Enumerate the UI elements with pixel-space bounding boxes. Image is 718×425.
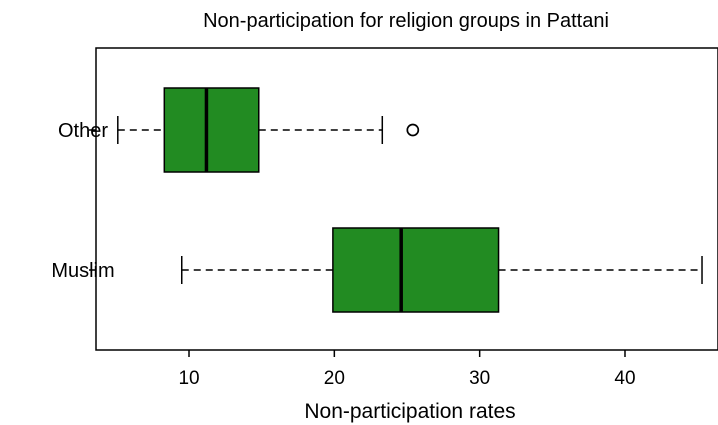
x-axis: 10 20 30 40 bbox=[178, 350, 636, 389]
plot-frame bbox=[95, 47, 718, 351]
y-tick-label-other: Other bbox=[58, 120, 108, 142]
x-tick-label-30: 30 bbox=[469, 368, 490, 389]
x-tick-label-40: 40 bbox=[614, 368, 635, 389]
box-other bbox=[163, 87, 260, 173]
x-tick-label-20: 20 bbox=[324, 368, 345, 389]
x-axis-label: Non-participation rates bbox=[304, 400, 515, 423]
box-muslim bbox=[332, 227, 500, 313]
y-axis: Other Muslim bbox=[51, 120, 114, 282]
chart-title: Non-participation for religion groups in… bbox=[203, 10, 609, 32]
y-tick-label-muslim: Muslim bbox=[51, 260, 114, 282]
boxes-layer bbox=[117, 87, 703, 313]
box-group-other bbox=[117, 87, 420, 173]
box-group-muslim bbox=[180, 227, 703, 313]
x-tick-label-10: 10 bbox=[178, 368, 199, 389]
outlier-point-other-0 bbox=[406, 123, 420, 137]
